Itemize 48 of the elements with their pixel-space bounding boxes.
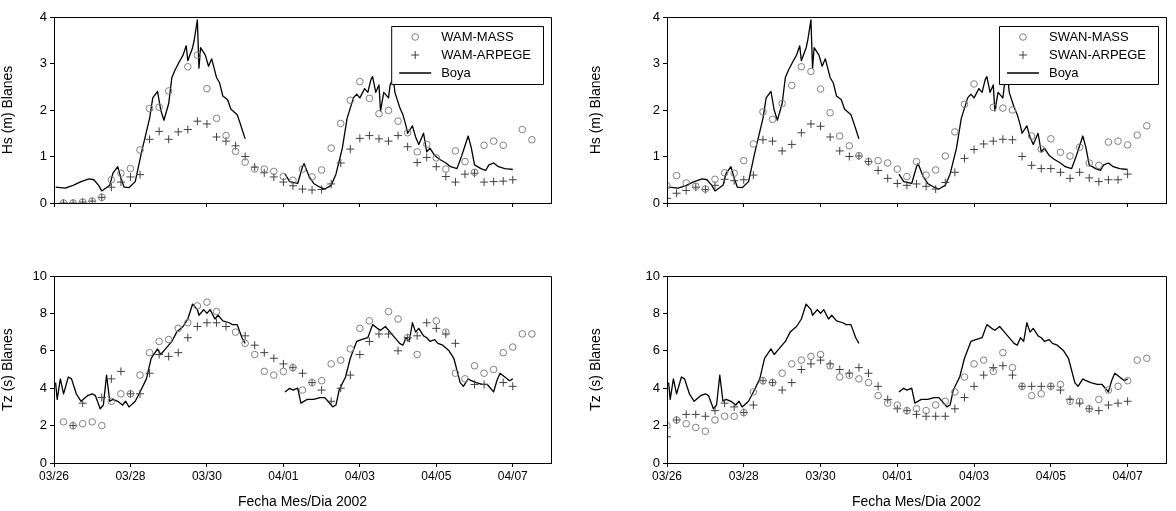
x-tick-label: 04/05 (421, 468, 452, 483)
x-tick-label: 03/26 (651, 468, 683, 483)
x-tick-label: 04/03 (344, 468, 376, 483)
x-tick-label: 03/30 (805, 468, 836, 483)
y-tick-label: 2 (652, 417, 660, 433)
y-tick-label: 1 (39, 148, 47, 164)
legend-label: WAM-MASS (441, 28, 514, 44)
y-tick-label: 3 (39, 55, 47, 71)
legend-label: SWAN-ARPEGE (1048, 46, 1147, 62)
legend-label: Boya (1048, 64, 1080, 80)
y-tick-label: 3 (652, 55, 660, 71)
y-axis-title: Hs (m) Blanes (587, 65, 604, 155)
y-tick-label: 0 (39, 194, 47, 210)
y-tick-label: 1 (652, 148, 660, 164)
y-tick-label: 0 (652, 454, 660, 470)
y-tick-label: 2 (652, 101, 660, 117)
y-tick-label: 8 (39, 304, 47, 320)
x-tick-label: 03/26 (38, 468, 70, 483)
y-tick-label: 2 (39, 417, 47, 433)
x-tick-label: 03/28 (115, 468, 146, 483)
x-tick-label: 04/07 (497, 468, 529, 483)
x-tick-label: 04/01 (268, 468, 299, 483)
legend-label: Boya (441, 64, 472, 80)
x-axis-title: Fecha Mes/Dia 2002 (237, 493, 368, 510)
y-tick-label: 0 (39, 454, 47, 470)
y-tick-label: 2 (39, 101, 47, 117)
y-axis-title: Tz (s) Blanes (587, 328, 604, 411)
x-tick-label: 04/03 (959, 468, 990, 483)
y-tick-label: 4 (652, 8, 660, 24)
legend-label: SWAN-MASS (1048, 28, 1129, 44)
y-tick-label: 10 (32, 267, 47, 283)
y-axis-title: Hs (m) Blanes (0, 65, 16, 155)
y-tick-label: 4 (39, 8, 47, 24)
y-tick-label: 8 (652, 304, 660, 320)
x-tick-label: 04/01 (882, 468, 913, 483)
y-tick-label: 0 (652, 194, 660, 210)
y-tick-label: 10 (645, 267, 660, 283)
x-tick-label: 04/07 (1112, 468, 1143, 483)
y-axis-title: Tz (s) Blanes (0, 328, 16, 411)
x-tick-label: 04/05 (1035, 468, 1067, 483)
x-axis-title: Fecha Mes/Dia 2002 (851, 493, 982, 510)
legend-label: WAM-ARPEGE (441, 46, 532, 62)
x-tick-label: 03/28 (728, 468, 760, 483)
y-tick-label: 6 (39, 342, 47, 358)
y-tick-label: 4 (652, 379, 660, 395)
y-tick-label: 6 (652, 342, 660, 358)
x-tick-label: 03/30 (191, 468, 223, 483)
y-tick-label: 4 (39, 379, 47, 395)
